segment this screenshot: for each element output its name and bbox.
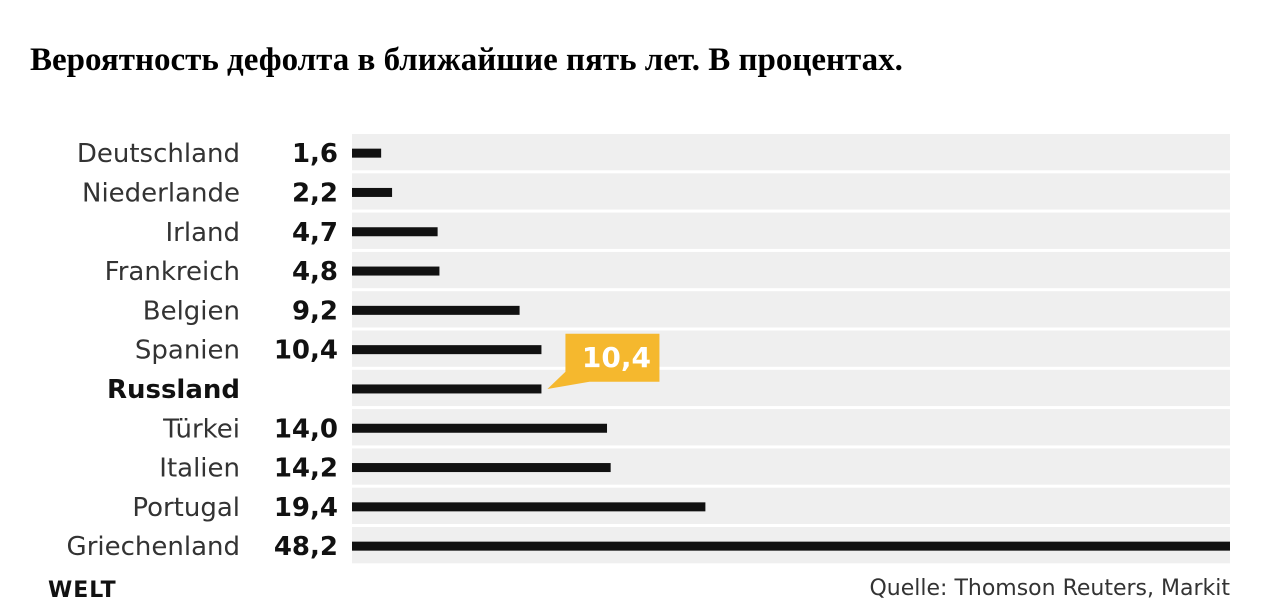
- welt-logo: WELT: [48, 578, 117, 603]
- source-note: Quelle: Thomson Reuters, Markit: [869, 576, 1230, 601]
- category-label: Portugal: [132, 493, 240, 523]
- value-label: 48,2: [274, 532, 338, 562]
- value-label: 14,2: [274, 454, 338, 484]
- value-label: 19,4: [274, 493, 338, 523]
- category-label: Russland: [107, 375, 240, 405]
- category-label: Belgien: [143, 296, 240, 326]
- value-label: 10,4: [274, 336, 338, 366]
- bar: [352, 384, 542, 394]
- value-label: 1,6: [292, 139, 338, 169]
- value-label: 4,7: [292, 218, 338, 248]
- value-label: 4,8: [292, 257, 338, 287]
- category-label: Irland: [166, 218, 241, 248]
- bar: [352, 502, 706, 512]
- category-label: Griechenland: [67, 532, 240, 562]
- bar: [352, 266, 440, 276]
- row-background: [352, 134, 1230, 171]
- bar: [352, 463, 611, 473]
- bar: [352, 541, 1230, 551]
- highlight-callout: [547, 333, 660, 389]
- bar: [352, 148, 382, 158]
- bar: [352, 305, 520, 315]
- row-background: [352, 251, 1230, 289]
- category-label: Frankreich: [105, 257, 240, 287]
- bar: [352, 227, 438, 237]
- bar: [352, 187, 393, 197]
- category-label: Italien: [159, 454, 240, 484]
- value-label: 2,2: [292, 178, 338, 208]
- row-background: [352, 212, 1230, 249]
- chart-title: Вероятность дефолта в ближайшие пять лет…: [30, 42, 903, 78]
- bar: [352, 345, 542, 355]
- value-label: 9,2: [292, 296, 338, 326]
- category-label: Niederlande: [82, 178, 240, 208]
- category-label: Spanien: [135, 336, 240, 366]
- category-label: Deutschland: [77, 139, 240, 169]
- value-label: 14,0: [274, 414, 338, 444]
- category-label: Türkei: [162, 414, 240, 444]
- row-background: [352, 173, 1230, 210]
- highlight-label: 10,4: [582, 341, 651, 374]
- bar: [352, 423, 608, 433]
